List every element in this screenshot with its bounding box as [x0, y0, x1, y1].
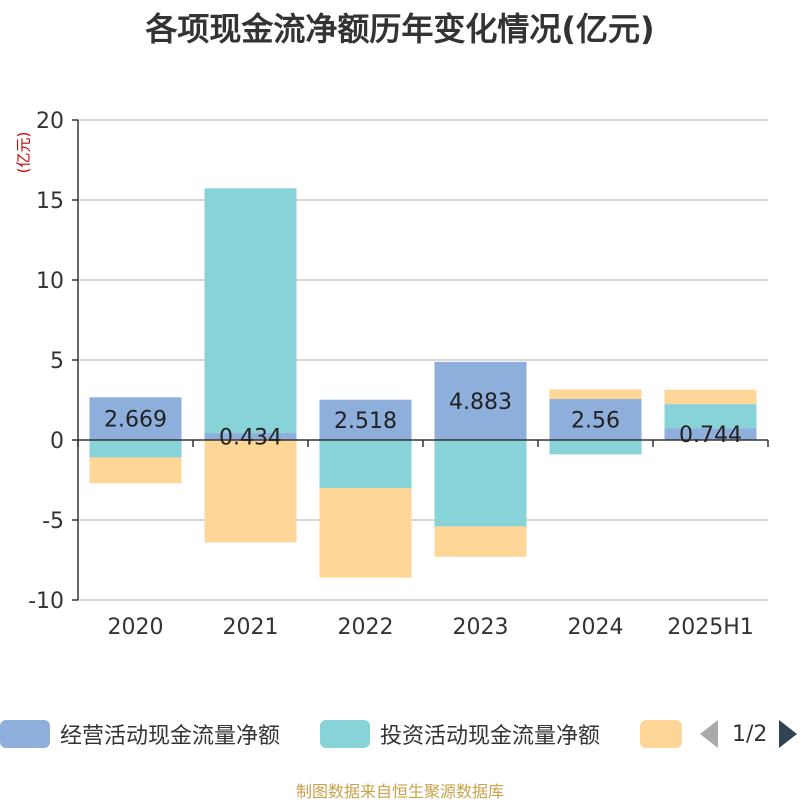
legend-pager: 1/2 — [700, 716, 798, 752]
chart-plot: -10 -5 0 5 10 15 20 2.669 0.434 2.518 4.883 2.56 0.7… — [28, 109, 769, 640]
data-label-2021: 0.434 — [219, 426, 282, 451]
data-label-2024: 2.56 — [571, 409, 620, 434]
legend-swatch-third — [640, 720, 682, 748]
bar-investing-2023 — [434, 440, 527, 527]
bar-operating-2024 — [549, 399, 642, 440]
legend-label-operating: 经营活动现金流量净额 — [60, 724, 281, 749]
x-tick-label: 2024 — [568, 615, 624, 640]
bar-operating-2023 — [434, 361, 527, 440]
x-tick-label: 2023 — [453, 615, 509, 640]
bar-third-2020 — [89, 457, 182, 484]
bar-investing-2024 — [549, 440, 642, 455]
y-tick-label: 15 — [36, 189, 64, 214]
legend-item-third[interactable] — [640, 716, 682, 752]
bar-operating-2025H1 — [664, 428, 757, 440]
bar-third-2022 — [319, 488, 412, 578]
legend-label-investing: 投资活动现金流量净额 — [380, 724, 601, 749]
bar-operating-2020 — [89, 397, 182, 440]
data-label-2020: 2.669 — [104, 408, 167, 433]
legend-swatch-investing — [320, 720, 370, 748]
legend-item-investing[interactable]: 投资活动现金流量净额 — [320, 716, 600, 752]
legend-page-indicator: 1/2 — [732, 721, 768, 747]
bar-operating-2022 — [319, 399, 412, 440]
y-tick-label: 20 — [36, 109, 64, 134]
y-tick-label: 0 — [50, 429, 64, 454]
bar-investing-2020 — [89, 440, 182, 458]
bar-operating-2021 — [204, 433, 297, 440]
y-tick-label: 10 — [36, 269, 64, 294]
y-tick-label: 5 — [50, 349, 64, 374]
x-tick-label: 2022 — [338, 615, 394, 640]
legend-swatch-operating — [0, 720, 50, 748]
bar-investing-2022 — [319, 440, 412, 488]
data-label-2023: 4.883 — [449, 390, 512, 415]
bar-third-2025H1 — [664, 389, 757, 405]
bar-third-2021 — [204, 440, 297, 543]
y-tick-label: -10 — [28, 589, 64, 614]
legend-prev-page-button[interactable] — [700, 720, 718, 748]
chart-title: 各项现金流净额历年变化情况(亿元) — [145, 10, 655, 48]
bar-third-2024 — [549, 389, 642, 400]
legend: 经营活动现金流量净额 投资活动现金流量净额 1/2 — [0, 716, 800, 752]
x-tick-label: 2020 — [108, 615, 164, 640]
bar-investing-2021 — [204, 188, 297, 434]
x-tick-label: 2025H1 — [667, 615, 754, 640]
x-tick-label: 2021 — [223, 615, 279, 640]
y-tick-label: -5 — [42, 509, 64, 534]
data-label-2025H1: 0.744 — [679, 423, 742, 448]
data-source-note: 制图数据来自恒生聚源数据库 — [295, 782, 504, 801]
bar-investing-2025H1 — [664, 404, 757, 429]
legend-next-page-button[interactable] — [779, 720, 798, 748]
bar-third-2023 — [434, 526, 527, 557]
data-label-2022: 2.518 — [334, 409, 397, 434]
legend-item-operating[interactable]: 经营活动现金流量净额 — [0, 716, 280, 752]
